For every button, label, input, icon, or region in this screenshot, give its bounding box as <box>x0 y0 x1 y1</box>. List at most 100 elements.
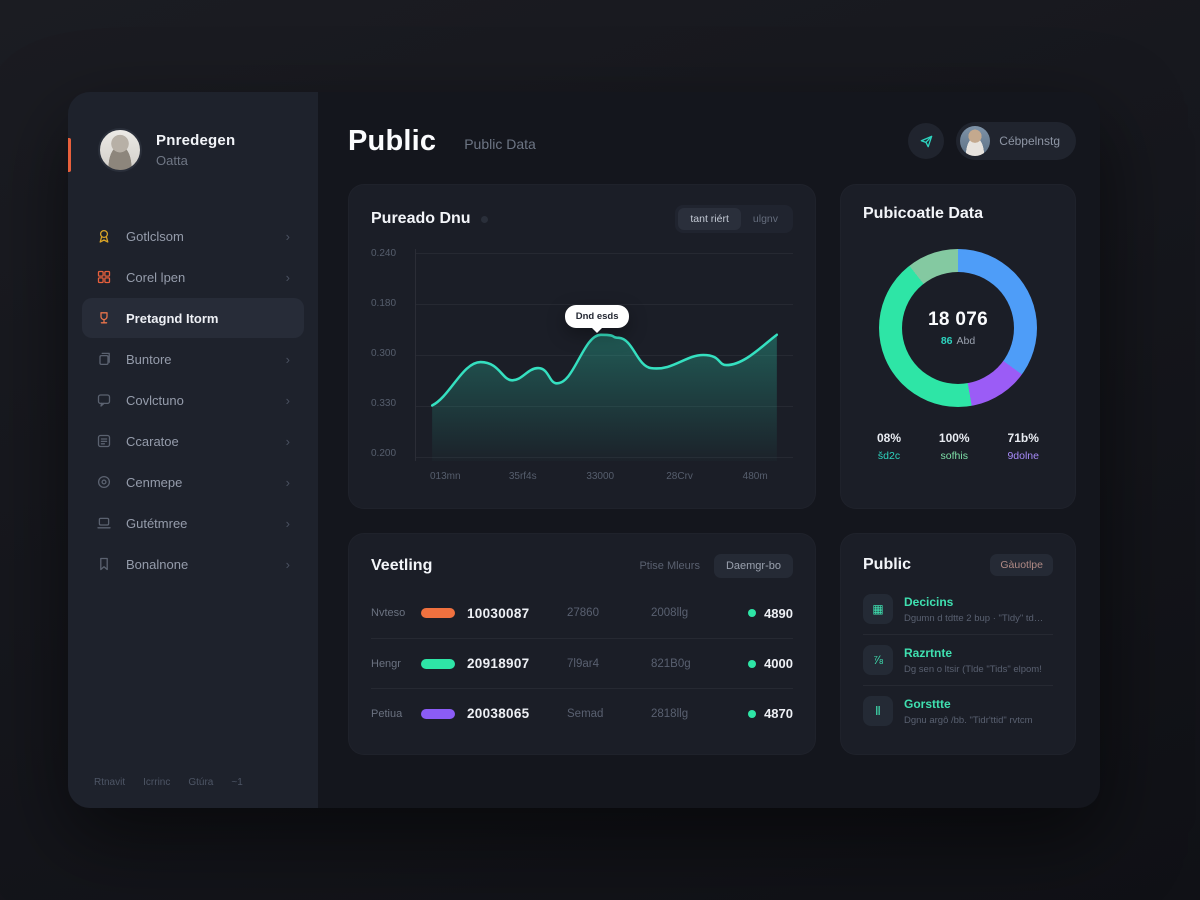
page-subtitle: Public Data <box>464 136 536 152</box>
chart-range-toggle: tant riért ulgnv <box>675 205 793 233</box>
sidebar-item-corel-lpen[interactable]: Corel lpen › <box>82 257 304 297</box>
legend-label: šd2c <box>877 450 901 462</box>
avatar <box>960 126 991 156</box>
sidebar-item-label: Cenmepe <box>126 474 183 490</box>
donut-chart[interactable]: 18 076 86 Abd <box>879 249 1037 407</box>
x-tick: 33000 <box>586 471 615 482</box>
laptop-icon <box>96 515 112 531</box>
chart-tooltip: Dnd esds <box>564 305 630 328</box>
footer-link[interactable]: Gtúra <box>188 777 214 788</box>
public-card-button[interactable]: Gàuotlpe <box>990 554 1053 576</box>
sidebar-item-cenmepe[interactable]: Cenmepe › <box>82 462 304 502</box>
fraction-icon: ⅞ <box>863 645 893 675</box>
table-row[interactable]: Hengr 20918907 7l9ar4 821B0g 4000 <box>371 638 793 688</box>
y-tick: 0.200 <box>371 448 397 459</box>
donut-center-sub-label: Abd <box>956 335 976 347</box>
row-label: Hengr <box>371 657 401 670</box>
chevron-right-icon: › <box>285 515 290 531</box>
page-title: Public <box>348 124 437 157</box>
y-tick: 0.180 <box>371 298 397 309</box>
chat-icon <box>96 392 112 408</box>
public-list: ▦ Decicins Dgumn d tdtte 2 bup · "Tldy" … <box>863 584 1053 736</box>
row-col-b: 2818llg <box>651 707 689 720</box>
table-row[interactable]: Nvteso 10030087 27860 2008llg 4890 <box>371 588 793 638</box>
chevron-right-icon: › <box>285 474 290 490</box>
sidebar-item-pretagnd-itorm[interactable]: Pretagnd Itorm <box>82 298 304 338</box>
status-dot <box>748 709 757 718</box>
donut-chart-card: Pubicoatle Data 18 076 86 Abd 08% šd2c <box>840 184 1076 509</box>
main-area: Public Public Data Cébpelnstg Pureado Dn… <box>318 92 1100 808</box>
status-dot <box>748 609 757 617</box>
sidebar-item-covlctuno[interactable]: Covlctuno › <box>82 380 304 420</box>
donut-center: 18 076 86 Abd <box>902 272 1014 384</box>
row-count: 4000 <box>764 656 793 671</box>
legend-item: 71b% 9dolne <box>1007 431 1039 462</box>
avatar <box>98 128 142 172</box>
chevron-right-icon: › <box>285 269 290 285</box>
donut-center-sub-count: 86 <box>940 335 953 347</box>
list-item-title: Gorsttte <box>904 696 951 711</box>
x-tick: 35rf4s <box>508 471 537 482</box>
send-button[interactable] <box>908 123 945 159</box>
columns-icon: Ⅱ <box>863 696 893 726</box>
table-body: Nvteso 10030087 27860 2008llg 4890 Hengr… <box>371 588 793 738</box>
sidebar-accent-bar <box>68 138 71 172</box>
list-item-title: Decicins <box>904 594 954 609</box>
list-item[interactable]: ▦ Decicins Dgumn d tdtte 2 bup · "Tldy" … <box>863 584 1053 634</box>
footer-link[interactable]: ~1 <box>231 777 243 788</box>
sidebar-item-label: Gotlclsom <box>126 228 184 244</box>
sidebar-footer: Rtnavit Icrrinc Gtúra ~1 <box>94 777 243 788</box>
table-filter-button[interactable]: Daemgr-bo <box>713 554 793 578</box>
chevron-right-icon: › <box>285 351 290 367</box>
user-subtitle: Oatta <box>156 153 188 168</box>
user-chip[interactable]: Cébpelnstg <box>956 122 1076 160</box>
list-item-desc: Dgnu argô /bb. "Tidr'ttid" rvtcm <box>904 714 1033 726</box>
grid-icon <box>96 269 112 285</box>
y-axis: 0.240 0.180 0.300 0.330 0.200 <box>371 249 415 461</box>
x-tick: 480m <box>742 471 768 482</box>
chevron-right-icon: › <box>285 433 290 449</box>
list-item[interactable]: ⅞ Razrtnte Dg sen o ltsir (Tlde "Tids" e… <box>863 634 1053 685</box>
sidebar-item-bonalnone[interactable]: Bonalnone › <box>82 544 304 584</box>
bookmark-icon <box>96 556 112 572</box>
sidebar-item-label: Buntore <box>126 351 172 367</box>
row-label: Petiua <box>371 707 403 720</box>
app-window: Pnredegen Oatta Gotlclsom › Corel lpen ›… <box>68 92 1100 808</box>
sidebar-nav: Gotlclsom › Corel lpen › Pretagnd Itorm … <box>68 216 318 584</box>
donut-legend: 08% šd2c 100% sofhis 71b% 9dolne <box>863 431 1053 462</box>
sidebar-item-buntore[interactable]: Buntore › <box>82 339 304 379</box>
sidebar: Pnredegen Oatta Gotlclsom › Corel lpen ›… <box>68 92 318 808</box>
area-series <box>430 333 779 461</box>
x-tick: 28Crv <box>666 471 693 482</box>
sidebar-item-ccaratoe[interactable]: Ccaratoe › <box>82 421 304 461</box>
trophy-icon <box>96 310 112 326</box>
row-col-b: 821B0g <box>651 657 691 670</box>
award-icon <box>96 228 112 244</box>
y-tick: 0.240 <box>371 248 397 259</box>
sidebar-item-label: Covlctuno <box>126 392 184 408</box>
donut-center-value: 18 076 <box>928 309 988 330</box>
footer-link[interactable]: Icrrinc <box>143 777 171 788</box>
list-item[interactable]: Ⅱ Gorsttte Dgnu argô /bb. "Tidr'ttid" rv… <box>863 685 1053 736</box>
user-profile[interactable]: Pnredegen Oatta <box>68 92 318 172</box>
toggle-option-right[interactable]: ulgnv <box>752 213 778 225</box>
plot-area[interactable]: Dnd esds <box>415 249 793 461</box>
sidebar-item-gutetmree[interactable]: Gutétmree › <box>82 503 304 543</box>
line-chart: 0.240 0.180 0.300 0.330 0.200 <box>371 249 793 461</box>
legend-item: 100% sofhis <box>939 431 970 462</box>
sidebar-item-label: Ccaratoe <box>126 433 179 449</box>
status-dot <box>748 659 757 668</box>
sidebar-item-label: Gutétmree <box>126 515 188 531</box>
row-col-a: Semad <box>567 707 604 720</box>
table-card: Veetling Ptise Mleurs Daemgr-bo Nvteso 1… <box>348 533 816 755</box>
toggle-option-left[interactable]: tant riért <box>678 208 741 230</box>
table-hint: Ptise Mleurs <box>639 560 700 572</box>
footer-link[interactable]: Rtnavit <box>94 777 126 788</box>
title-dot <box>480 215 488 223</box>
line-chart-card: Pureado Dnu tant riért ulgnv 0.240 0.180… <box>348 184 816 509</box>
sidebar-item-gotlclsom[interactable]: Gotlclsom › <box>82 216 304 256</box>
x-tick: 013mn <box>429 471 461 482</box>
card-title: Public <box>863 556 912 573</box>
table-row[interactable]: Petiua 20038065 Semad 2818llg 4870 <box>371 688 793 738</box>
card-title: Pubicoatle Data <box>863 205 984 222</box>
